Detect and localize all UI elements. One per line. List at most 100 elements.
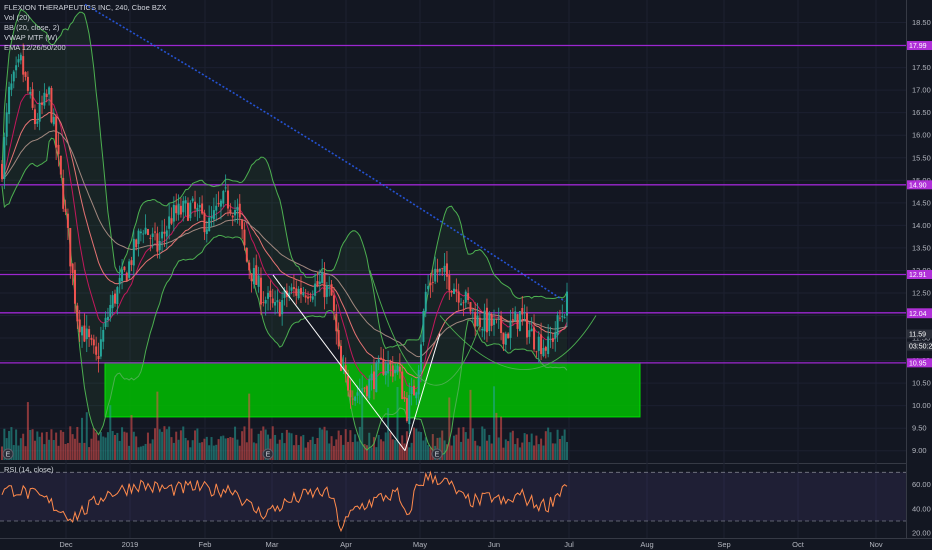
candle-body — [558, 317, 561, 319]
volume-bar — [33, 440, 36, 460]
volume-bar — [158, 429, 161, 460]
candle-body — [102, 329, 105, 342]
volume-bar — [481, 426, 484, 460]
candle — [500, 310, 503, 341]
candle — [210, 206, 213, 228]
volume-bar — [483, 428, 486, 460]
candle-body — [502, 332, 505, 345]
candle-body — [507, 333, 510, 339]
volume-bar — [104, 437, 107, 460]
candle-body — [139, 231, 142, 234]
candle — [269, 280, 272, 311]
candle — [276, 289, 279, 314]
candle-body — [365, 386, 368, 397]
candle — [259, 267, 262, 315]
candle — [161, 220, 164, 252]
price-axis-tick: 15.50 — [912, 153, 931, 162]
candle — [81, 325, 84, 348]
candle-body — [427, 286, 430, 290]
candle-body — [24, 72, 27, 77]
volume-bar — [422, 440, 425, 460]
candle-body — [462, 302, 465, 304]
candle — [441, 267, 444, 276]
volume-bar — [528, 442, 531, 460]
volume-bar — [149, 443, 152, 460]
volume-bar — [10, 427, 13, 460]
candle-body — [551, 338, 554, 342]
candle-body — [33, 109, 36, 125]
candle — [375, 360, 378, 393]
candle-body — [537, 336, 540, 351]
candle — [408, 382, 411, 434]
candle-body — [490, 314, 493, 326]
candle — [474, 302, 477, 336]
price-label-text: 10.95 — [909, 360, 927, 367]
price-label-text: 12.91 — [909, 272, 927, 279]
volume-bar — [161, 431, 164, 460]
candle-body — [97, 356, 100, 360]
volume-bar — [558, 438, 561, 460]
volume-bar — [137, 447, 140, 460]
candle — [12, 69, 15, 89]
candle — [208, 205, 211, 232]
candle — [460, 298, 463, 306]
bollinger-band-fill — [2, 9, 567, 456]
volume-bar — [271, 426, 274, 460]
price-axis-tick: 10.50 — [912, 379, 931, 388]
candle — [229, 203, 232, 216]
candle-body — [50, 87, 53, 123]
candle — [71, 263, 74, 286]
volume-bar — [420, 432, 423, 460]
price-label-badge — [907, 309, 932, 319]
candle — [490, 312, 493, 332]
candle — [175, 193, 178, 221]
candle-body — [99, 339, 102, 357]
candle — [368, 375, 371, 401]
candle-body — [547, 336, 550, 354]
candle-body — [302, 292, 305, 296]
volume-bar — [318, 427, 321, 460]
candle-body — [255, 265, 258, 285]
candle-body — [142, 233, 145, 235]
volume-bar — [389, 432, 392, 460]
candle — [215, 194, 218, 222]
candle — [370, 365, 373, 391]
candle-body — [504, 333, 507, 345]
candle — [33, 104, 36, 130]
candle-body — [10, 83, 13, 90]
volume-bar — [495, 412, 498, 460]
candle-body — [151, 233, 154, 237]
candle-body — [321, 272, 324, 284]
candle-body — [114, 293, 116, 304]
volume-bar — [50, 429, 53, 460]
candle-body — [243, 229, 246, 246]
candle-body — [257, 275, 260, 287]
drawn-arc — [439, 315, 597, 371]
rsi-band-fill — [0, 472, 906, 521]
candle-body — [332, 295, 335, 311]
candle — [189, 200, 192, 222]
candle-body — [497, 317, 500, 319]
volume-bar — [259, 430, 262, 460]
time-axis-tick: Oct — [792, 540, 805, 549]
volume-bar — [66, 443, 69, 460]
earnings-marker-label: E — [435, 452, 440, 459]
volume-bar — [535, 435, 538, 460]
candle — [151, 227, 154, 249]
candle — [304, 288, 307, 303]
candle-body — [394, 369, 397, 374]
candle-body — [57, 144, 60, 155]
volume-bar — [497, 437, 500, 460]
candle — [29, 87, 32, 99]
candle — [139, 228, 142, 242]
time-axis-tick: Sep — [717, 540, 730, 549]
candle — [351, 390, 354, 406]
candle-body — [561, 315, 564, 318]
candle-body — [483, 310, 486, 332]
candle-body — [323, 273, 326, 298]
rsi-legend: RSI (14, close) — [4, 465, 54, 474]
candle — [45, 89, 48, 103]
candle — [464, 289, 467, 309]
volume-bar — [441, 430, 444, 460]
